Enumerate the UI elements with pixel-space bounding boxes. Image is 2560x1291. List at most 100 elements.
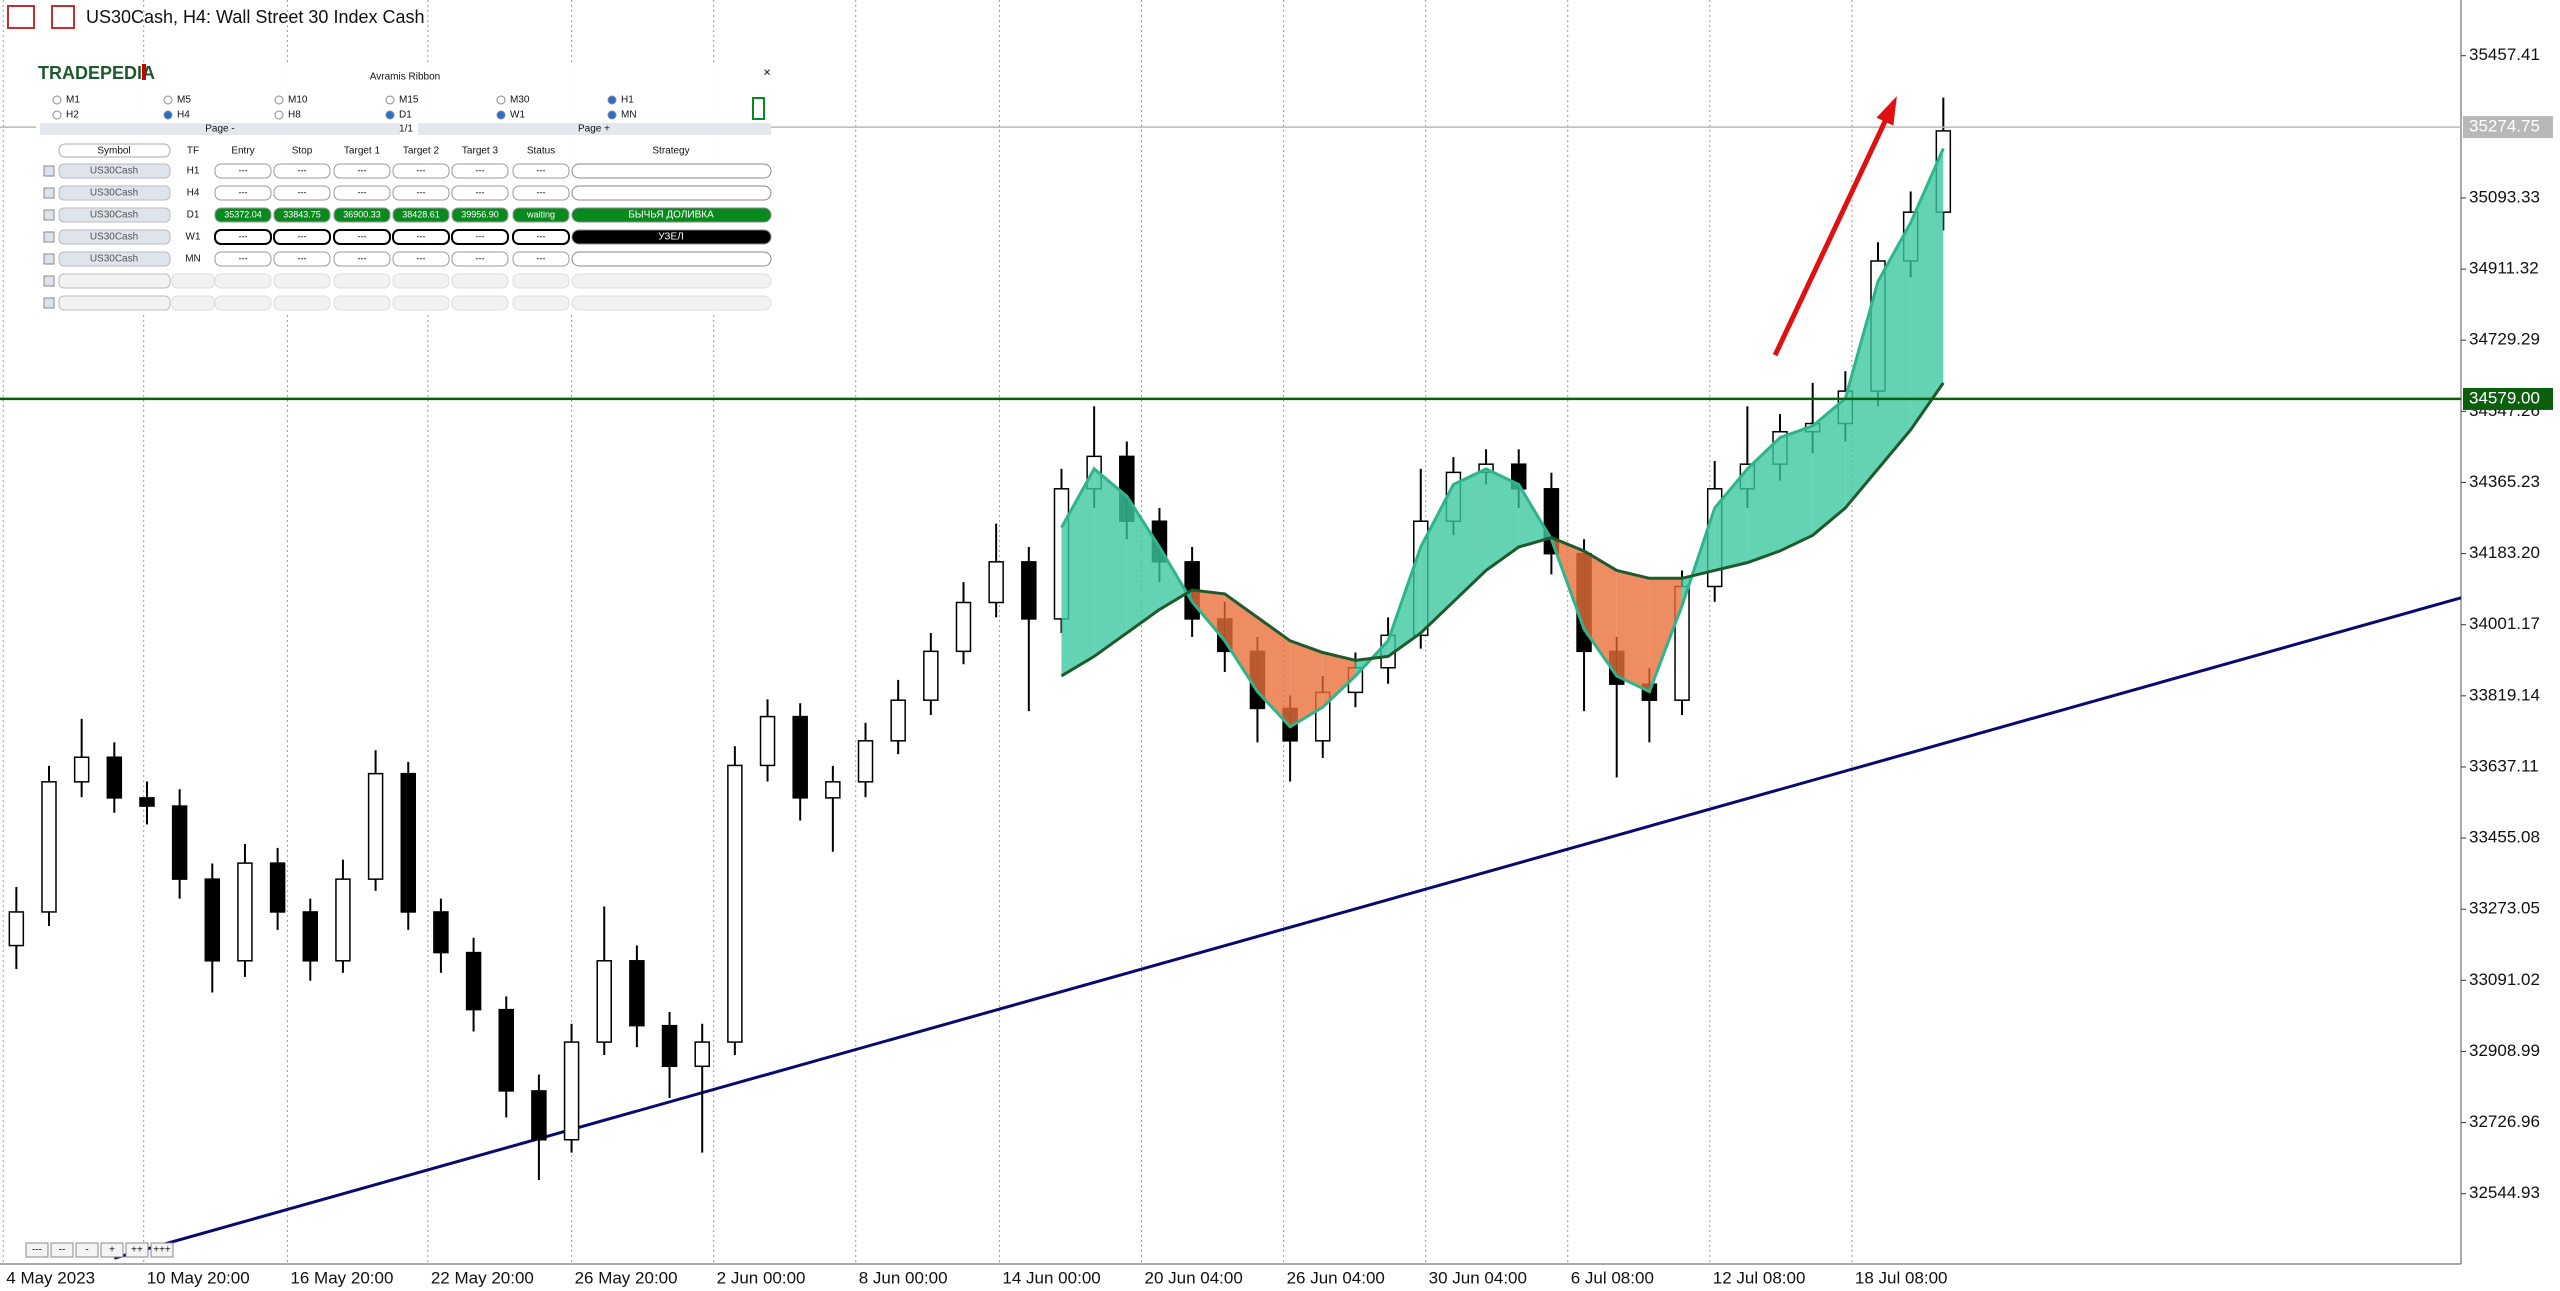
radio-button[interactable] bbox=[385, 110, 395, 120]
strategy: УЗЕЛ bbox=[658, 232, 683, 243]
page-info: 1/1 bbox=[399, 124, 413, 135]
radio-button[interactable] bbox=[607, 110, 617, 120]
price-level-tag bbox=[2463, 116, 2553, 139]
radio-button[interactable] bbox=[385, 95, 395, 105]
value-cell bbox=[333, 273, 391, 289]
ribbon-band bbox=[1910, 148, 1944, 430]
value-cell bbox=[512, 207, 570, 223]
toolbar-button[interactable] bbox=[75, 1242, 99, 1258]
ribbon-band bbox=[1486, 468, 1519, 571]
ribbon-band bbox=[1224, 593, 1258, 692]
ribbon-band bbox=[1878, 222, 1911, 469]
radio-button[interactable] bbox=[274, 95, 284, 105]
candle-body bbox=[661, 1024, 678, 1068]
toolbar-button[interactable] bbox=[25, 1242, 49, 1258]
radio-button[interactable] bbox=[274, 110, 284, 120]
value-cell-text: --- bbox=[298, 187, 307, 197]
y-tick-label: 34365.23 bbox=[2469, 472, 2540, 491]
y-tick-label: 34183.20 bbox=[2469, 543, 2540, 562]
value-cell bbox=[273, 229, 331, 245]
y-tick-label: 33455.08 bbox=[2469, 828, 2540, 847]
value-cell bbox=[512, 273, 570, 289]
value-cell bbox=[273, 163, 331, 179]
value-cell bbox=[214, 273, 272, 289]
chart-icon bbox=[51, 5, 75, 29]
toolbar-label[interactable]: -- bbox=[59, 1245, 66, 1256]
page-next-button[interactable] bbox=[418, 123, 771, 135]
value-cell bbox=[273, 295, 331, 311]
strategy-cell bbox=[571, 185, 772, 201]
ribbon-band bbox=[1453, 468, 1487, 602]
value-cell bbox=[333, 295, 391, 311]
value-cell-text: --- bbox=[358, 253, 367, 263]
candle-body bbox=[923, 650, 939, 701]
radio-button[interactable] bbox=[52, 95, 62, 105]
value-cell-text: --- bbox=[358, 187, 367, 197]
strategy-cell bbox=[571, 251, 772, 267]
candle-body bbox=[629, 960, 645, 1027]
header-cell bbox=[58, 143, 171, 158]
row-checkbox[interactable] bbox=[43, 165, 55, 177]
toolbar-button[interactable] bbox=[50, 1242, 74, 1258]
row-checkbox[interactable] bbox=[43, 275, 55, 287]
value-cell-text: --- bbox=[417, 253, 426, 263]
value-cell bbox=[214, 229, 272, 245]
toolbar-button[interactable] bbox=[125, 1242, 149, 1258]
toolbar-label[interactable]: --- bbox=[32, 1245, 42, 1256]
value-cell bbox=[214, 163, 272, 179]
row-checkbox[interactable] bbox=[43, 253, 55, 265]
radio-button[interactable] bbox=[52, 110, 62, 120]
value-cell bbox=[392, 295, 450, 311]
value-cell-text: --- bbox=[298, 165, 307, 175]
timeframe: H4 bbox=[187, 188, 200, 199]
value-cell bbox=[214, 251, 272, 267]
candle-body bbox=[596, 960, 612, 1043]
toolbar-label[interactable]: +++ bbox=[153, 1245, 171, 1256]
toolbar-label[interactable]: - bbox=[85, 1245, 88, 1256]
page-prev-button[interactable] bbox=[40, 123, 400, 135]
ribbon-band bbox=[1649, 578, 1683, 692]
column-header: Symbol bbox=[97, 146, 130, 157]
symbol-cell bbox=[58, 207, 171, 223]
y-tick-label: 33273.05 bbox=[2469, 899, 2540, 918]
trend-line bbox=[113, 596, 2462, 1260]
value-cell-text: 39956.90 bbox=[461, 209, 499, 219]
radio-button[interactable] bbox=[496, 110, 506, 120]
timeframe: D1 bbox=[187, 210, 200, 221]
radio-button[interactable] bbox=[496, 95, 506, 105]
panel-close[interactable]: × bbox=[763, 64, 771, 79]
ribbon-band bbox=[1322, 652, 1356, 708]
value-cell-text: --- bbox=[417, 231, 426, 241]
value-cell-text: --- bbox=[239, 165, 248, 175]
candle-body bbox=[204, 878, 221, 962]
value-cell-text: --- bbox=[537, 165, 546, 175]
symbol: US30Cash bbox=[90, 232, 138, 243]
symbol: US30Cash bbox=[90, 210, 138, 221]
toolbar-label[interactable]: + bbox=[109, 1245, 115, 1256]
row-checkbox[interactable] bbox=[43, 209, 55, 221]
radio-label: M30 bbox=[510, 95, 530, 106]
row-checkbox[interactable] bbox=[43, 297, 55, 309]
toolbar-label[interactable]: ++ bbox=[131, 1245, 143, 1256]
toolbar-button[interactable] bbox=[100, 1242, 124, 1258]
radio-button[interactable] bbox=[607, 95, 617, 105]
timeframe: H1 bbox=[187, 166, 200, 177]
price-level-tag bbox=[2463, 387, 2553, 410]
row-checkbox[interactable] bbox=[43, 231, 55, 243]
row-checkbox[interactable] bbox=[43, 187, 55, 199]
value-cell bbox=[392, 207, 450, 223]
radio-button[interactable] bbox=[163, 110, 173, 120]
value-cell bbox=[512, 185, 570, 201]
ribbon-band bbox=[1094, 468, 1127, 657]
toolbar-button[interactable] bbox=[150, 1242, 174, 1258]
radio-label: M10 bbox=[288, 95, 308, 106]
x-tick-label: 14 Jun 00:00 bbox=[1002, 1268, 1100, 1287]
candle-body bbox=[694, 1041, 710, 1068]
radio-button[interactable] bbox=[163, 95, 173, 105]
panel-title: Avramis Ribbon bbox=[370, 72, 440, 83]
x-tick-label: 10 May 20:00 bbox=[147, 1268, 250, 1287]
y-tick-label: 32726.96 bbox=[2469, 1112, 2540, 1131]
x-tick-label: 26 May 20:00 bbox=[575, 1268, 678, 1287]
x-tick-label: 26 Jun 04:00 bbox=[1287, 1268, 1385, 1287]
value-cell-text: --- bbox=[476, 165, 485, 175]
